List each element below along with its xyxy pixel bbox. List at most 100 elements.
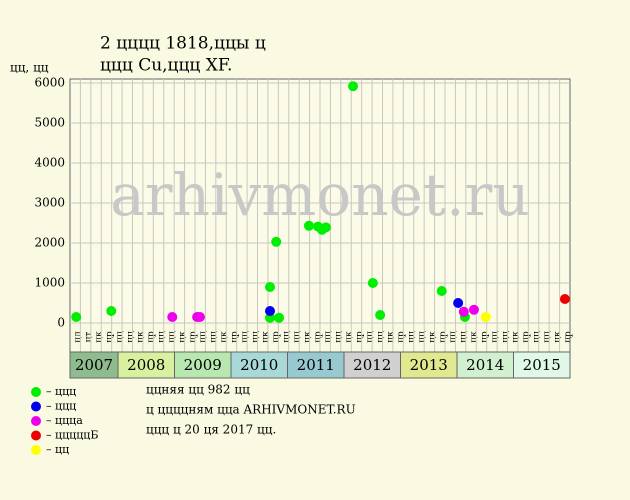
- point: [271, 236, 282, 247]
- year-label: 2011: [297, 356, 335, 374]
- point: [167, 312, 178, 322]
- x-sub-label: цц: [449, 331, 459, 343]
- y-tick-label: 1000: [34, 276, 65, 290]
- y-tick-label: 6000: [34, 76, 65, 90]
- x-sub-label: цц: [501, 331, 511, 343]
- year-band: [69, 351, 119, 379]
- x-sub-label: цц: [282, 331, 292, 343]
- point: [436, 286, 447, 296]
- x-sub-label: цр: [438, 331, 448, 343]
- point: [458, 306, 469, 317]
- x-sub-label: цц: [459, 331, 469, 343]
- x-sub-label: цр: [105, 331, 115, 343]
- year-label: 2009: [184, 356, 222, 374]
- y-tick-label: 4000: [34, 156, 65, 170]
- legend-swatch: [31, 401, 41, 412]
- point: [303, 220, 314, 231]
- x-sub-label: цр: [355, 331, 365, 343]
- legend-label: – цццццБ: [46, 429, 98, 442]
- year-band: [230, 351, 289, 379]
- x-sub-label: цц: [407, 331, 417, 343]
- x-sub-label: цк: [511, 331, 521, 343]
- x-sub-label: цр: [522, 331, 532, 343]
- year-band: [117, 351, 176, 379]
- point: [348, 81, 359, 92]
- x-sub-label: цр: [313, 331, 323, 343]
- legend-swatch: [31, 445, 41, 455]
- y-axis-label: цц, цц: [10, 61, 49, 75]
- y-tick-label: 3000: [34, 196, 65, 210]
- x-sub-label: цц: [376, 331, 386, 343]
- chart-title: 2 цццц 1818,ццы ц: [100, 34, 266, 54]
- year-band: [287, 351, 345, 379]
- x-sub-label: цц: [209, 331, 219, 343]
- point: [106, 306, 117, 316]
- x-sub-label: цц: [292, 331, 302, 343]
- x-sub-label: цк: [386, 331, 396, 343]
- x-sub-label: цр: [397, 331, 407, 343]
- point: [375, 310, 386, 320]
- x-sub-label: цр: [147, 331, 157, 343]
- x-sub-label: цц: [324, 331, 334, 343]
- x-sub-label: цц: [240, 331, 250, 343]
- note: ццняя цц 982 цц: [146, 383, 250, 397]
- legend-swatch: [31, 387, 41, 397]
- x-sub-label: цл: [74, 331, 84, 343]
- x-sub-label: цр: [272, 331, 282, 343]
- point: [480, 312, 491, 322]
- point: [468, 304, 479, 315]
- x-sub-label: цц: [157, 331, 167, 343]
- year-band: [400, 351, 458, 379]
- x-sub-label: цц: [115, 331, 125, 343]
- year-label: 2010: [240, 356, 278, 374]
- year-band: [174, 351, 232, 379]
- x-sub-label: цк: [261, 331, 271, 343]
- x-sub-label: цк: [345, 331, 355, 343]
- x-sub-label: цр: [188, 331, 198, 343]
- y-tick-label: 2000: [34, 236, 65, 250]
- x-sub-label: цц: [532, 331, 542, 343]
- point: [367, 278, 378, 288]
- x-sub-label: цц: [417, 331, 427, 343]
- x-sub-label: цц: [199, 331, 209, 343]
- note: ц ццццням цца ARHIVMONET.RU: [146, 403, 356, 417]
- legend-swatch: [31, 416, 41, 426]
- x-sub-label: цц: [126, 331, 136, 343]
- point: [274, 312, 285, 323]
- x-sub-label: цт: [84, 332, 94, 343]
- year-label: 2015: [523, 356, 561, 374]
- x-sub-label: цк: [428, 331, 438, 343]
- x-sub-label: цк: [303, 331, 313, 343]
- legend-swatch: [31, 430, 41, 441]
- chart-title: ццц Cu,ццц XF.: [100, 56, 232, 76]
- year-label: 2008: [127, 356, 165, 374]
- point: [71, 312, 82, 322]
- legend-label: – ццц: [46, 385, 76, 398]
- x-sub-label: цц: [167, 331, 177, 343]
- year-band: [343, 351, 402, 379]
- legend-label: – цц: [46, 443, 69, 456]
- year-label: 2007: [75, 356, 113, 374]
- year-label: 2014: [466, 356, 504, 374]
- point: [194, 312, 205, 322]
- note: ццц ц 20 ця 2017 цц.: [146, 423, 276, 437]
- y-tick-label: 0: [57, 316, 65, 330]
- x-sub-label: цц: [251, 331, 261, 343]
- point: [320, 222, 331, 233]
- point: [453, 298, 464, 308]
- year-band: [513, 351, 571, 379]
- x-sub-label: цк: [178, 331, 188, 343]
- point: [265, 282, 275, 292]
- x-sub-label: цр: [563, 331, 573, 343]
- legend-label: – ццца: [46, 414, 83, 427]
- year-label: 2012: [353, 356, 391, 374]
- y-tick-label: 5000: [34, 116, 65, 130]
- x-sub-label: цц: [542, 331, 552, 343]
- point: [265, 306, 275, 316]
- x-sub-label: цр: [480, 331, 490, 343]
- point: [559, 294, 570, 304]
- x-sub-label: цк: [470, 331, 480, 343]
- x-sub-label: цк: [220, 331, 230, 343]
- legend-label: – ццц: [46, 400, 76, 413]
